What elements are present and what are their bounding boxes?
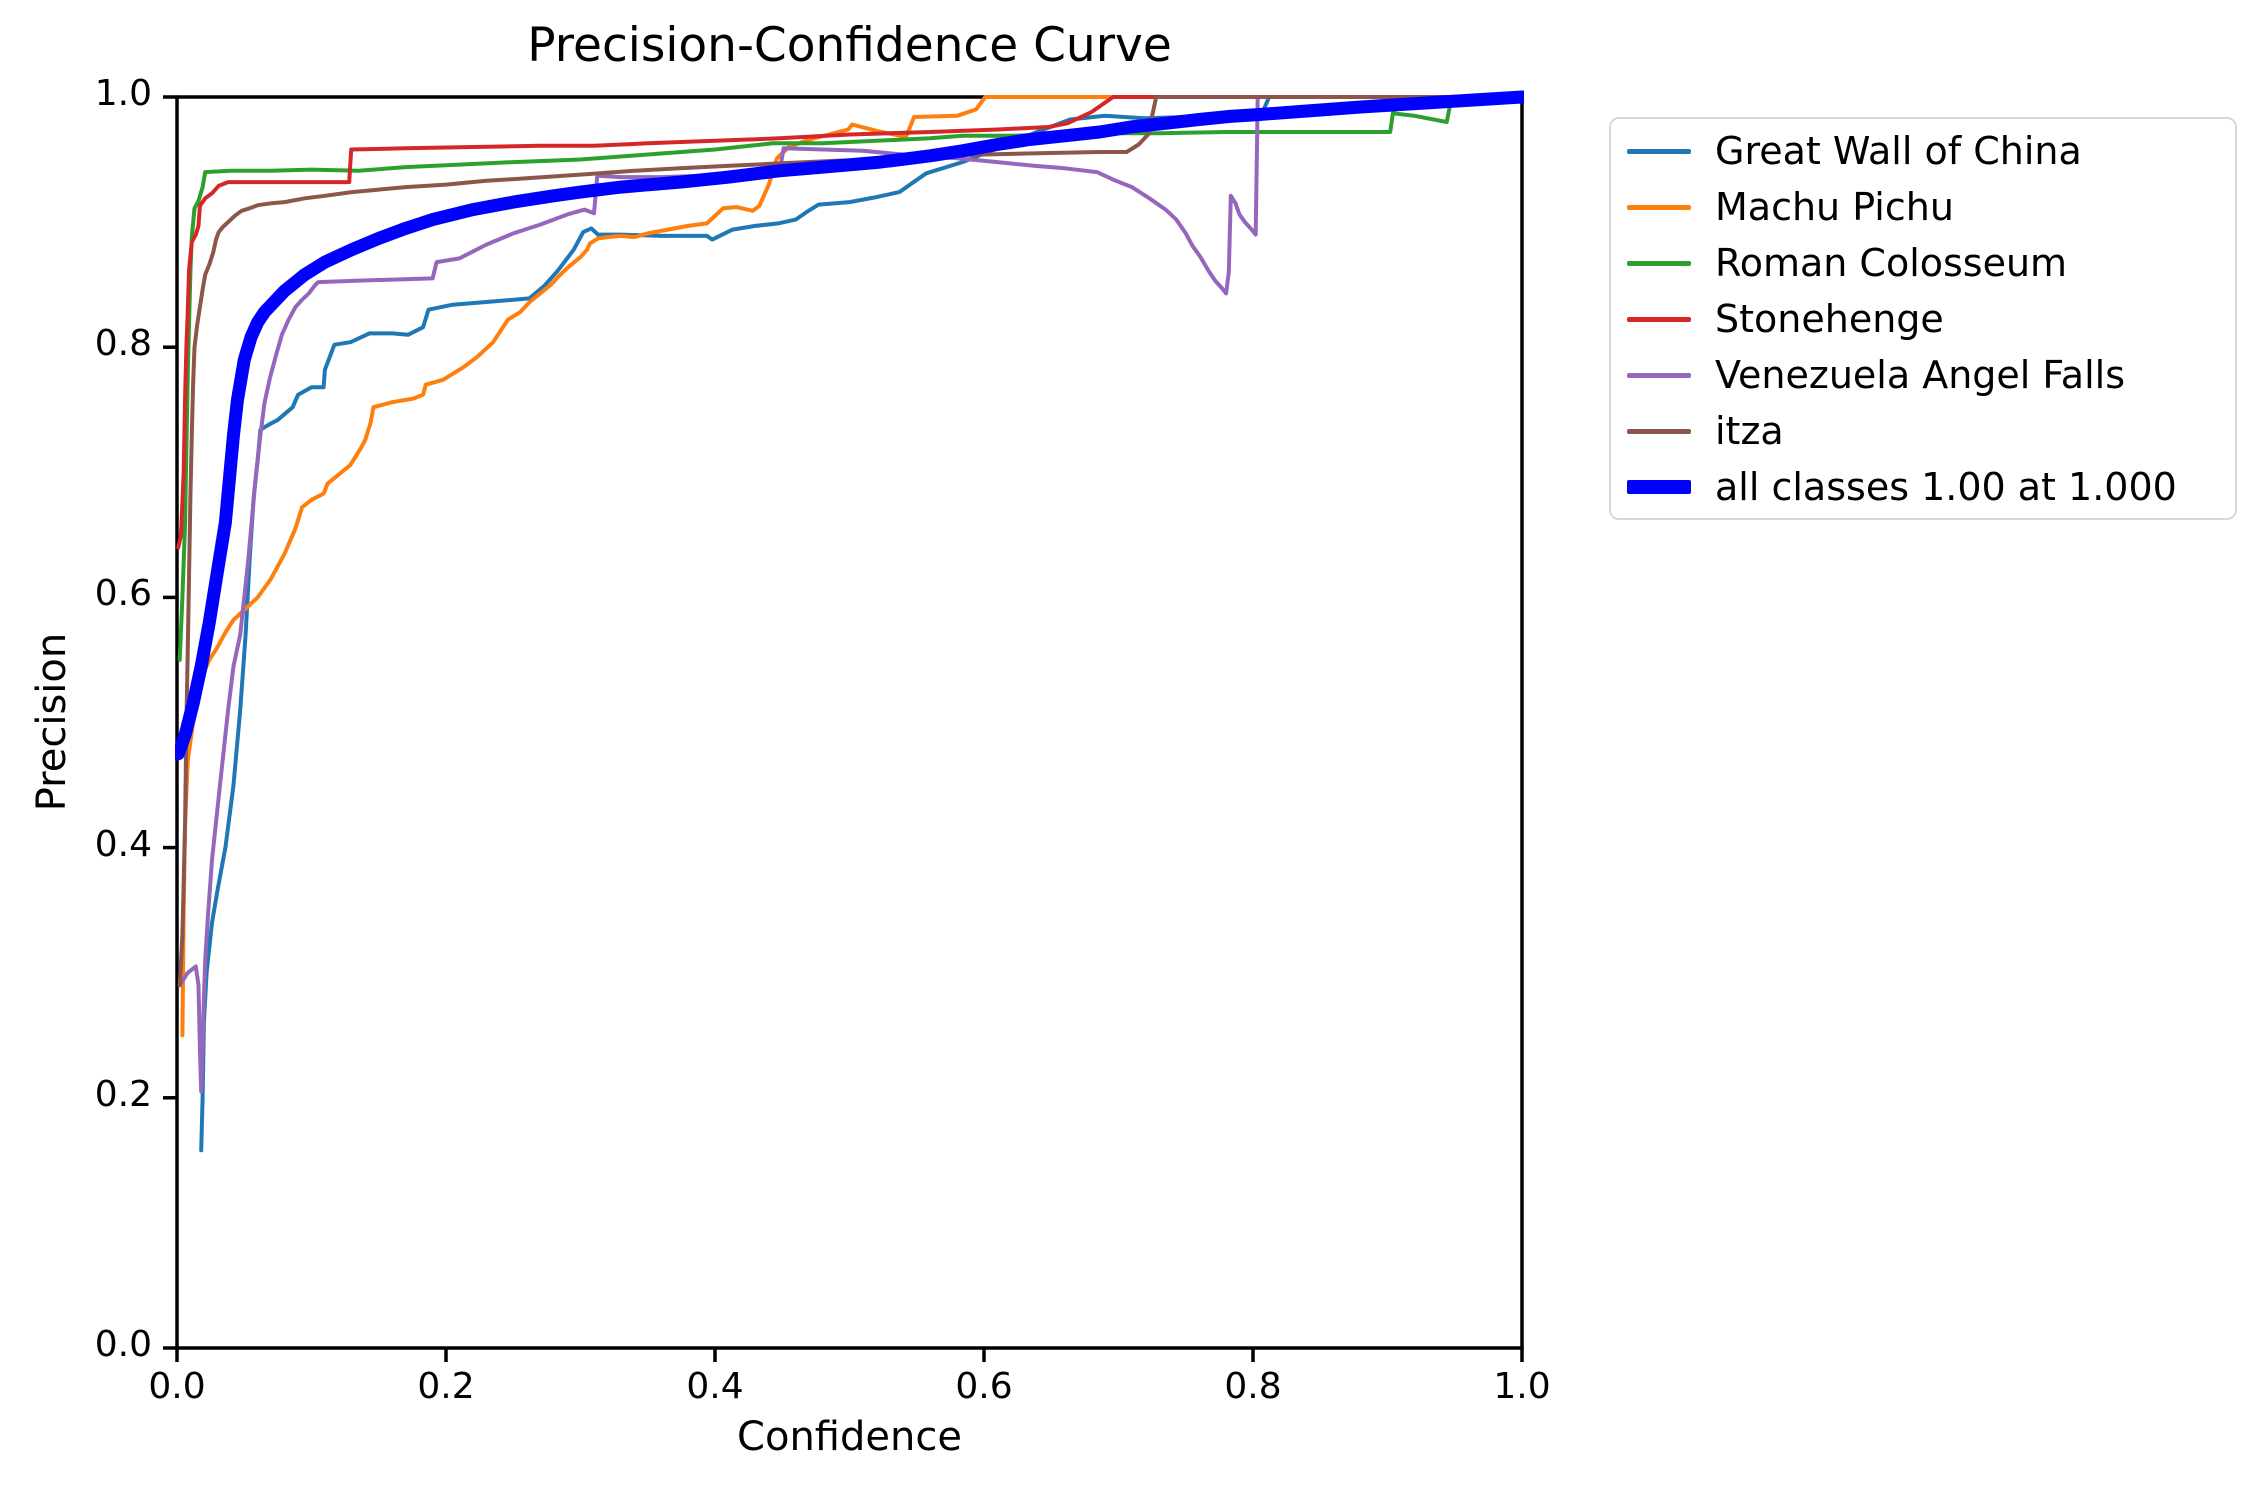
x-tick-label: 0.8 <box>1224 1366 1282 1407</box>
legend-item-label: Stonehenge <box>1715 297 1944 341</box>
x-tick-label: 0.6 <box>955 1366 1013 1407</box>
legend-line-sample <box>1627 204 1691 210</box>
axes-box <box>175 95 1524 1350</box>
legend-item-label: Great Wall of China <box>1715 129 2082 173</box>
x-axis-label: Confidence <box>737 1414 962 1460</box>
x-tick-label: 1.0 <box>1493 1366 1551 1407</box>
y-tick-label: 1.0 <box>94 73 152 114</box>
legend-item-label: Machu Pichu <box>1715 185 1954 229</box>
legend-item-stonehenge: Stonehenge <box>1611 291 2235 347</box>
x-tick-label: 0.4 <box>686 1366 744 1407</box>
y-tick-label: 0.0 <box>94 1324 152 1365</box>
curve-venezuela-angel-falls <box>177 95 1524 1094</box>
y-tick-label: 0.6 <box>94 573 152 615</box>
legend-item-roman-colosseum: Roman Colosseum <box>1611 235 2235 291</box>
y-tick-label: 0.8 <box>94 323 152 365</box>
curve-great-wall-of-china <box>199 95 1524 1153</box>
legend-line-sample <box>1627 372 1691 378</box>
curve-all-classes-1-00-at-1-000 <box>175 90 1524 761</box>
y-axis-label: Precision <box>29 632 75 812</box>
curve-roman-colosseum <box>177 95 1524 662</box>
curve-itza <box>177 95 1524 988</box>
legend-line-sample <box>1627 148 1691 154</box>
chart-title: Precision-Confidence Curve <box>527 18 1172 73</box>
legend-item-venezuela-angel-falls: Venezuela Angel Falls <box>1611 347 2235 403</box>
legend-item-itza: itza <box>1611 403 2235 459</box>
legend-item-label: all classes 1.00 at 1.000 <box>1715 465 2177 509</box>
legend-item-all-classes-1-00-at-1-000: all classes 1.00 at 1.000 <box>1611 459 2235 515</box>
legend-item-label: itza <box>1715 409 1784 453</box>
legend-item-machu-pichu: Machu Pichu <box>1611 179 2235 235</box>
legend-item-label: Venezuela Angel Falls <box>1715 353 2126 397</box>
x-tick-label: 0.0 <box>148 1366 206 1407</box>
y-tick-label: 0.4 <box>94 823 152 865</box>
legend-line-sample <box>1627 316 1691 322</box>
curve-stonehenge <box>176 95 1524 550</box>
legend-box: Great Wall of China Machu Pichu Roman Colo… <box>1609 117 2237 520</box>
x-tick-label: 0.2 <box>417 1366 475 1407</box>
legend-line-sample <box>1627 428 1691 434</box>
y-tick-label: 0.2 <box>94 1073 152 1115</box>
legend-item-great-wall-of-china: Great Wall of China <box>1611 123 2235 179</box>
legend-line-sample <box>1627 260 1691 266</box>
legend-line-sample <box>1627 480 1691 494</box>
legend-item-label: Roman Colosseum <box>1715 241 2068 285</box>
